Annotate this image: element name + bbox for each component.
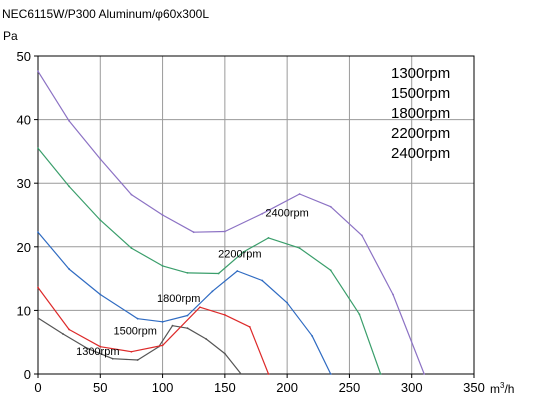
x-axis-label-base: m [490, 382, 500, 396]
data-point-1300rpm [86, 347, 89, 350]
data-point-1300rpm [37, 317, 39, 319]
chart-title: NEC6115W/P300 Aluminum/φ60x300L [2, 7, 209, 21]
data-point-1800rpm [211, 290, 214, 293]
y-axis-label: Pa [3, 29, 18, 43]
y-tick-label: 30 [17, 176, 31, 191]
x-tick-label: 300 [401, 380, 423, 395]
data-point-2200rpm [329, 269, 332, 272]
data-point-2200rpm [217, 272, 220, 275]
data-point-2400rpm [360, 234, 363, 237]
data-point-1800rpm [99, 293, 102, 296]
data-point-2400rpm [261, 212, 264, 215]
data-point-2200rpm [379, 373, 382, 375]
legend-entry: 1800rpm [391, 105, 450, 122]
series-label-1800rpm: 1800rpm [157, 293, 200, 305]
series-line-1800rpm [37, 231, 332, 375]
data-point-1800rpm [311, 334, 313, 337]
legend-entry: 1300rpm [391, 65, 450, 82]
x-tick-label: 150 [214, 380, 236, 395]
data-point-2200rpm [358, 313, 361, 316]
x-axis-label-sup: 3 [500, 381, 505, 390]
data-point-1300rpm [223, 352, 226, 355]
data-point-1300rpm [240, 373, 242, 375]
data-point-2400rpm [68, 119, 71, 122]
y-tick-label: 20 [17, 240, 31, 255]
data-point-2200rpm [267, 236, 270, 239]
y-tick-label: 50 [17, 49, 31, 64]
data-point-1500rpm [68, 328, 71, 331]
x-axis-label-tail: /h [504, 382, 514, 396]
series-label-2200rpm: 2200rpm [218, 249, 261, 261]
data-point-2400rpm [329, 205, 332, 208]
plot-area-border [37, 55, 475, 375]
data-point-2200rpm [161, 264, 164, 267]
data-point-2400rpm [130, 193, 133, 196]
data-point-2200rpm [68, 185, 71, 188]
data-point-2200rpm [37, 147, 39, 150]
series-group [37, 70, 426, 375]
data-point-1800rpm [261, 279, 264, 282]
data-point-1300rpm [205, 338, 208, 340]
data-point-2200rpm [298, 247, 301, 249]
x-tick-labels: 0 50 100 150 200 250 300 350 [34, 380, 484, 395]
data-point-1500rpm [37, 286, 39, 289]
data-point-2400rpm [298, 193, 301, 195]
data-point-2400rpm [99, 158, 102, 160]
data-point-1500rpm [223, 313, 226, 316]
x-tick-label: 200 [276, 380, 298, 395]
data-point-1800rpm [68, 268, 71, 270]
y-tick-labels: 0 10 20 30 40 50 [17, 49, 31, 382]
data-point-2200rpm [242, 250, 245, 253]
data-point-1800rpm [236, 270, 239, 272]
data-point-1500rpm [248, 326, 251, 328]
legend-entry: 2200rpm [391, 125, 450, 142]
x-tick-label: 50 [93, 380, 107, 395]
data-point-1800rpm [37, 231, 39, 234]
x-tick-label: 0 [34, 380, 41, 395]
data-point-1300rpm [111, 357, 114, 360]
x-tick-label: 350 [463, 380, 485, 395]
data-point-2400rpm [161, 214, 164, 216]
data-point-1500rpm [161, 344, 164, 347]
series-label-2400rpm: 2400rpm [265, 207, 308, 219]
legend: 1300rpm 1500rpm 1800rpm 2200rpm 2400rpm [391, 65, 450, 162]
x-tick-label: 100 [152, 380, 174, 395]
data-point-1300rpm [171, 324, 174, 327]
data-point-1800rpm [136, 317, 139, 320]
series-labels: 1300rpm 1500rpm 1800rpm 2200rpm 2400rpm [76, 207, 309, 358]
x-axis-label: m3/h [490, 381, 514, 396]
series-label-1500rpm: 1500rpm [113, 326, 156, 338]
data-point-1800rpm [286, 301, 289, 304]
legend-entry: 1500rpm [391, 85, 450, 102]
data-point-1500rpm [267, 373, 270, 375]
legend-entry: 2400rpm [391, 145, 450, 162]
data-point-2400rpm [423, 373, 426, 375]
series-label-1300rpm: 1300rpm [76, 346, 119, 358]
y-tick-label: 0 [24, 367, 31, 382]
data-point-1800rpm [329, 373, 332, 375]
data-point-2400rpm [223, 230, 226, 233]
series-line-2400rpm [37, 70, 425, 375]
data-point-1800rpm [186, 314, 189, 317]
x-tick-label: 250 [339, 380, 361, 395]
data-point-1500rpm [199, 306, 201, 309]
data-point-2200rpm [186, 271, 189, 274]
data-point-1300rpm [186, 327, 189, 330]
data-point-1800rpm [161, 320, 164, 323]
data-point-2400rpm [192, 231, 195, 234]
data-point-1500rpm [99, 345, 102, 348]
y-tick-label: 10 [17, 303, 31, 318]
data-point-2200rpm [130, 247, 133, 249]
data-point-2200rpm [99, 219, 102, 221]
data-point-1300rpm [62, 333, 64, 335]
data-point-1500rpm [130, 350, 133, 353]
y-tick-label: 40 [17, 113, 31, 128]
data-point-1300rpm [136, 359, 139, 361]
data-point-2400rpm [37, 70, 39, 73]
data-point-2400rpm [392, 293, 394, 296]
